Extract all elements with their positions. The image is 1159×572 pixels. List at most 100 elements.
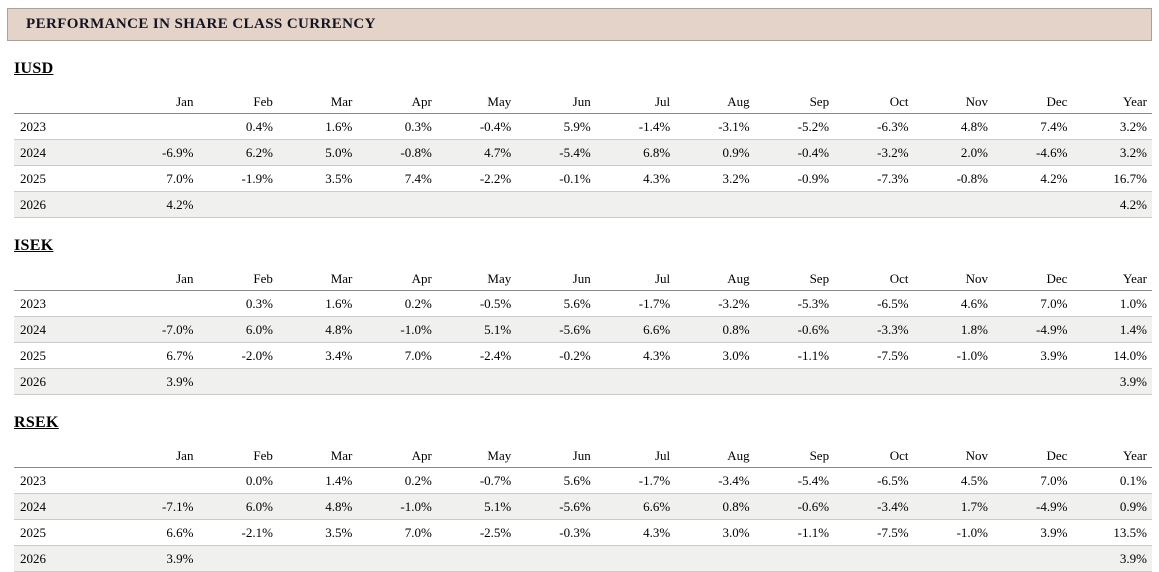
value-cell-nov: -0.8%: [913, 165, 993, 192]
column-header-apr: Apr: [357, 269, 437, 291]
value-cell-feb: -1.9%: [198, 165, 278, 192]
value-cell-may: [436, 545, 517, 572]
table-row-2024: 2024 -7.0% 6.0% 4.8% -1.0% 5.1% -5.6% 6.6% 0.8% -…: [14, 316, 1152, 343]
value-cell-jul: [595, 545, 676, 572]
year-label: 2024: [14, 316, 119, 343]
value-cell-nov: 1.8%: [913, 316, 993, 343]
column-header-mar: Mar: [277, 269, 358, 291]
table-row-2023: 2023 0.4% 1.6% 0.3% -0.4% 5.9% -1.4% -3.1% -5.2%…: [14, 113, 1152, 140]
title-bar: PERFORMANCE IN SHARE CLASS CURRENCY: [7, 8, 1152, 41]
column-header-nov: Nov: [913, 446, 993, 468]
column-header-dec: Dec: [992, 269, 1073, 291]
value-cell-jul: 4.3%: [595, 519, 676, 546]
value-cell-may: -2.2%: [436, 165, 517, 192]
value-cell-jan: 7.0%: [119, 165, 199, 192]
value-cell-jan: [119, 113, 199, 140]
value-cell-jun: 5.6%: [516, 467, 596, 494]
value-cell-aug: 0.9%: [675, 139, 755, 166]
value-cell-sep: [754, 191, 835, 218]
value-cell-jun: 5.6%: [516, 290, 596, 317]
column-header-oct: Oct: [834, 446, 914, 468]
value-cell-sep: -5.3%: [754, 290, 835, 317]
value-cell-jul: -1.7%: [595, 467, 676, 494]
corner-cell: [14, 269, 119, 291]
column-header-jun: Jun: [516, 269, 596, 291]
value-cell-mar: 3.5%: [277, 165, 358, 192]
value-cell-oct: -6.3%: [834, 113, 914, 140]
value-cell-feb: [198, 368, 278, 395]
value-cell-jul: 6.8%: [595, 139, 676, 166]
value-cell-dec: -4.6%: [992, 139, 1073, 166]
value-cell-year: 1.4%: [1072, 316, 1152, 343]
value-cell-dec: [992, 191, 1073, 218]
value-cell-oct: [834, 368, 914, 395]
value-cell-year: 0.9%: [1072, 493, 1152, 520]
value-cell-year: 0.1%: [1072, 467, 1152, 494]
value-cell-apr: 7.0%: [357, 342, 437, 369]
value-cell-dec: 7.0%: [992, 290, 1073, 317]
value-cell-oct: -7.3%: [834, 165, 914, 192]
share-class-section-iusd: IUSD Jan Feb Mar Apr May Jun Jul Aug Sep Oct Nov Dec…: [14, 60, 1152, 218]
value-cell-aug: 3.0%: [675, 342, 755, 369]
value-cell-nov: -1.0%: [913, 519, 993, 546]
value-cell-jul: 4.3%: [595, 342, 676, 369]
value-cell-apr: [357, 545, 437, 572]
value-cell-nov: [913, 368, 993, 395]
value-cell-aug: [675, 191, 755, 218]
value-cell-jun: -0.1%: [516, 165, 596, 192]
value-cell-aug: [675, 368, 755, 395]
performance-table: Jan Feb Mar Apr May Jun Jul Aug Sep Oct Nov Dec Year…: [14, 269, 1152, 395]
table-row-2026: 2026 3.9% 3.9%: [14, 368, 1152, 395]
value-cell-feb: 0.0%: [198, 467, 278, 494]
column-header-feb: Feb: [198, 92, 278, 114]
table-row-2025: 2025 6.6% -2.1% 3.5% 7.0% -2.5% -0.3% 4.3% 3.0% -…: [14, 519, 1152, 546]
value-cell-year: 3.2%: [1072, 113, 1152, 140]
value-cell-mar: 5.0%: [277, 139, 358, 166]
value-cell-may: [436, 368, 517, 395]
value-cell-aug: 3.0%: [675, 519, 755, 546]
value-cell-jun: -5.6%: [516, 316, 596, 343]
value-cell-dec: 3.9%: [992, 519, 1073, 546]
year-label: 2024: [14, 493, 119, 520]
value-cell-dec: [992, 368, 1073, 395]
value-cell-jul: [595, 191, 676, 218]
value-cell-apr: -1.0%: [357, 493, 437, 520]
value-cell-jul: 6.6%: [595, 493, 676, 520]
value-cell-nov: [913, 191, 993, 218]
value-cell-sep: -0.4%: [754, 139, 835, 166]
value-cell-year: 16.7%: [1072, 165, 1152, 192]
value-cell-oct: -6.5%: [834, 467, 914, 494]
value-cell-nov: 4.5%: [913, 467, 993, 494]
value-cell-mar: 1.6%: [277, 113, 358, 140]
value-cell-nov: [913, 545, 993, 572]
value-cell-may: 5.1%: [436, 493, 517, 520]
value-cell-dec: 7.0%: [992, 467, 1073, 494]
column-header-mar: Mar: [277, 92, 358, 114]
value-cell-jul: [595, 368, 676, 395]
value-cell-may: -0.5%: [436, 290, 517, 317]
value-cell-oct: -7.5%: [834, 519, 914, 546]
year-label: 2025: [14, 342, 119, 369]
value-cell-apr: 0.2%: [357, 467, 437, 494]
year-label: 2024: [14, 139, 119, 166]
column-header-may: May: [436, 269, 517, 291]
value-cell-apr: [357, 191, 437, 218]
table-row-2024: 2024 -7.1% 6.0% 4.8% -1.0% 5.1% -5.6% 6.6% 0.8% -…: [14, 493, 1152, 520]
column-header-year: Year: [1072, 446, 1152, 468]
column-header-dec: Dec: [992, 92, 1073, 114]
value-cell-jan: 6.6%: [119, 519, 199, 546]
table-row-2023: 2023 0.0% 1.4% 0.2% -0.7% 5.6% -1.7% -3.4% -5.4%…: [14, 467, 1152, 494]
column-header-mar: Mar: [277, 446, 358, 468]
value-cell-year: 14.0%: [1072, 342, 1152, 369]
column-header-jan: Jan: [119, 269, 199, 291]
year-label: 2026: [14, 368, 119, 395]
value-cell-may: -2.5%: [436, 519, 517, 546]
value-cell-sep: -0.6%: [754, 316, 835, 343]
value-cell-jan: 6.7%: [119, 342, 199, 369]
value-cell-oct: -7.5%: [834, 342, 914, 369]
value-cell-may: 5.1%: [436, 316, 517, 343]
table-row-2025: 2025 7.0% -1.9% 3.5% 7.4% -2.2% -0.1% 4.3% 3.2% -…: [14, 165, 1152, 192]
value-cell-sep: -0.9%: [754, 165, 835, 192]
column-header-nov: Nov: [913, 92, 993, 114]
column-header-aug: Aug: [675, 446, 755, 468]
